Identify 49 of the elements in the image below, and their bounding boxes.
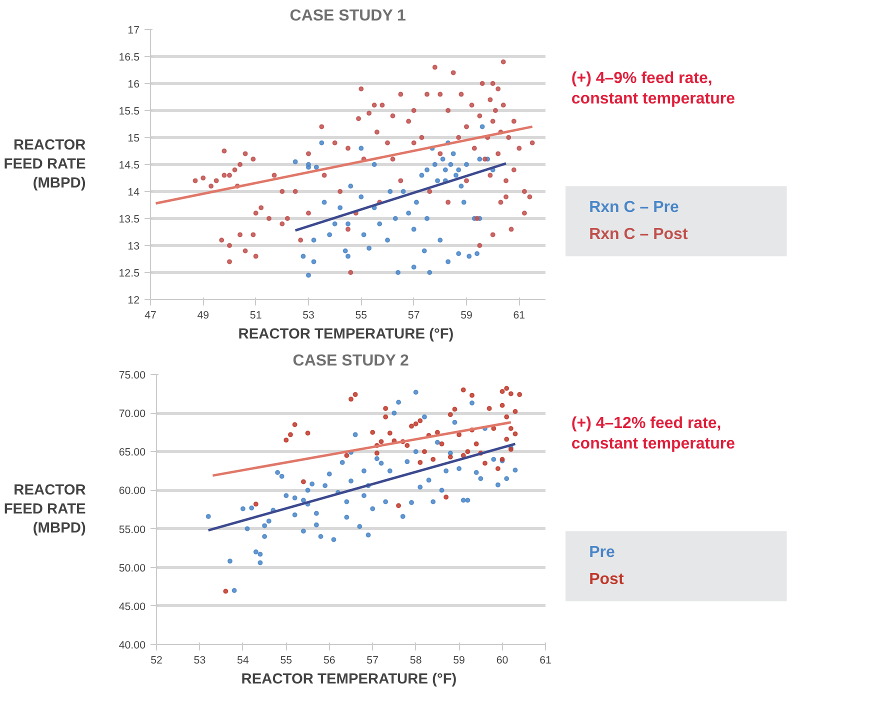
- x-tick-label: 61: [540, 654, 552, 666]
- x-tick-label: 53: [194, 654, 206, 666]
- y-axis-title: REACTOR FEED RATE (MBPD): [4, 482, 86, 537]
- y-axis-title: REACTOR FEED RATE (MBPD): [4, 137, 86, 192]
- x-tick-label: 49: [197, 310, 210, 322]
- y-tick-label: 65.00: [118, 446, 146, 459]
- text: Rxn C – Post: [589, 226, 688, 244]
- x-tick-label: 59: [460, 310, 472, 322]
- x-tick-label: 53: [302, 310, 314, 322]
- x-tick-label: 60: [496, 654, 508, 666]
- chart-title: CASE STUDY 2: [292, 352, 410, 370]
- y-tick-label: 17: [128, 24, 140, 36]
- text: (+) 4–12% feed rate, constant temperature: [571, 415, 736, 453]
- x-tick-label: 57: [408, 310, 420, 322]
- y-tick-label: 12: [128, 294, 140, 306]
- x-tick-label: 61: [513, 310, 526, 322]
- x-tick-label: 58: [410, 654, 422, 666]
- y-tick-label: 14.5: [118, 160, 140, 172]
- x-axis-title: REACTOR TEMPERATURE (°F): [241, 672, 457, 688]
- chart-title: CASE STUDY 1: [290, 8, 406, 24]
- y-tick-label: 55.00: [118, 524, 146, 536]
- y-tick-label: 15: [128, 132, 140, 144]
- x-tick-label: 55: [355, 310, 368, 322]
- y-tick-label: 14: [128, 186, 140, 198]
- y-tick-label: 75.00: [118, 370, 146, 382]
- x-tick-label: 47: [144, 310, 156, 322]
- y-tick-label: 50.00: [118, 562, 146, 574]
- x-tick-label: 51: [250, 310, 262, 322]
- text: Post: [589, 571, 624, 588]
- x-tick-label: 57: [366, 654, 379, 666]
- x-axis-title: REACTOR TEMPERATURE (°F): [238, 326, 454, 342]
- y-tick-label: 16.5: [118, 52, 140, 64]
- y-tick-label: 15.5: [118, 106, 140, 118]
- x-tick-label: 52: [150, 654, 162, 666]
- y-tick-label: 13: [128, 240, 140, 252]
- x-tick-label: 54: [237, 654, 249, 666]
- text: Rxn C – Pre: [589, 199, 680, 216]
- x-tick-label: 56: [323, 654, 336, 666]
- y-tick-label: 40.00: [118, 640, 146, 652]
- y-tick-label: 13.5: [118, 214, 140, 226]
- y-tick-label: 45.00: [118, 600, 146, 613]
- x-tick-label: 59: [453, 654, 466, 666]
- y-tick-label: 60.00: [118, 485, 146, 498]
- text: (+) 4–9% feed rate, constant temperature: [571, 70, 736, 108]
- x-tick-label: 55: [280, 654, 292, 666]
- y-tick-label: 16: [128, 78, 140, 90]
- text: Pre: [589, 544, 615, 562]
- y-tick-label: 70.00: [118, 408, 146, 420]
- y-tick-label: 12.5: [118, 268, 140, 280]
